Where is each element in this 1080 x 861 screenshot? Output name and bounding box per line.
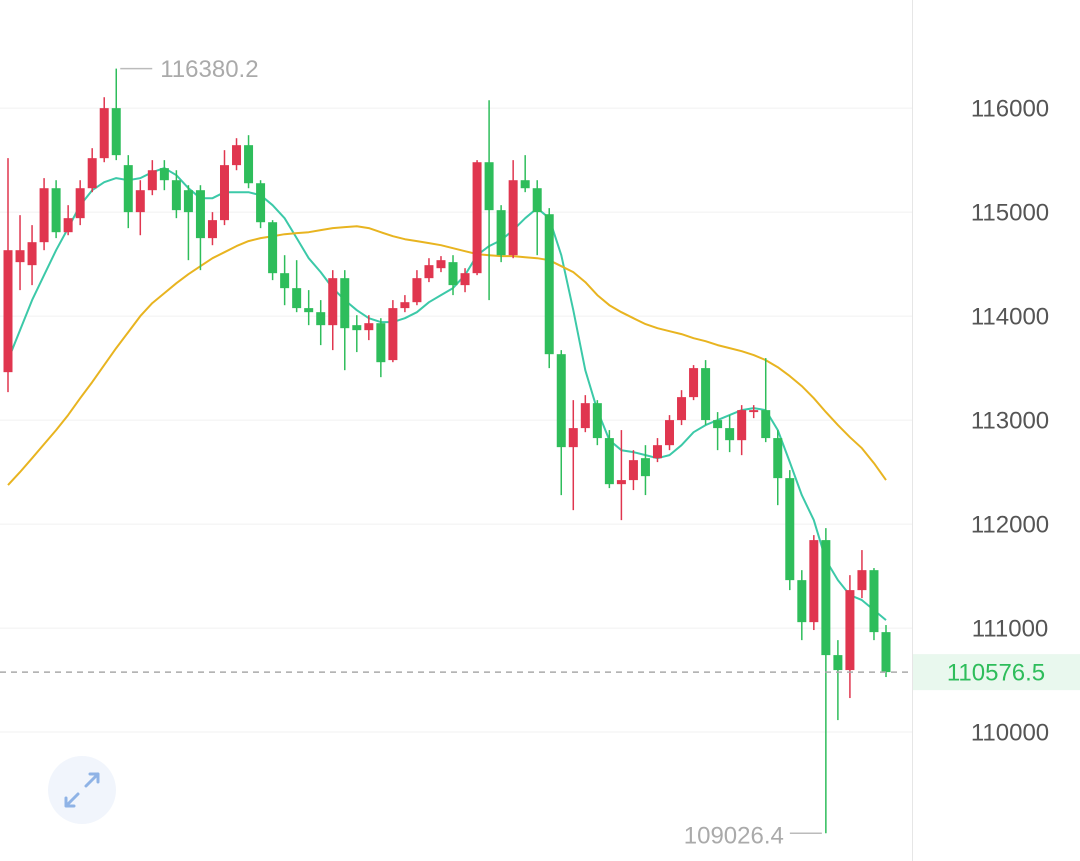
candle-body xyxy=(280,273,290,289)
candle-body xyxy=(232,145,242,166)
candle-body xyxy=(749,410,759,413)
candle-body xyxy=(147,170,157,191)
y-tick-label: 110000 xyxy=(971,719,1049,746)
candle-body xyxy=(292,288,302,309)
y-tick-label: 116000 xyxy=(971,95,1049,122)
candle-body xyxy=(616,480,626,485)
candle-body xyxy=(388,308,398,361)
candle-body xyxy=(183,190,193,213)
candle-body xyxy=(400,302,410,309)
candle-body xyxy=(689,368,699,398)
annotations: 116380.2 109026.4 110576.5 xyxy=(0,56,1080,850)
candle-body xyxy=(195,190,205,239)
y-tick-label: 112000 xyxy=(971,511,1049,538)
moving-averages xyxy=(7,167,887,621)
candle-body xyxy=(604,438,614,485)
expand-button[interactable] xyxy=(48,756,116,824)
candle-body xyxy=(75,188,85,219)
candle-body xyxy=(592,403,602,439)
candle-body xyxy=(268,222,278,274)
candle-body xyxy=(51,188,61,233)
high-label: 116380.2 xyxy=(160,56,258,83)
candle-body xyxy=(135,190,145,213)
grid: 110000 111000 112000 113000 114000 115000 1160… xyxy=(0,95,1049,746)
candle-body xyxy=(761,410,771,439)
candle-body xyxy=(665,420,675,446)
candle-body xyxy=(508,180,518,256)
candle-body xyxy=(857,570,867,591)
candle-body xyxy=(27,242,37,266)
y-tick-label: 113000 xyxy=(971,407,1049,434)
candle-body xyxy=(340,278,350,329)
candle-body xyxy=(652,445,662,459)
candle-body xyxy=(881,632,891,673)
candle-body xyxy=(171,180,181,211)
y-tick-label: 114000 xyxy=(971,303,1049,330)
candle-body xyxy=(568,428,578,448)
candle-body xyxy=(15,250,25,263)
candle-body xyxy=(725,428,735,441)
last-price-label: 110576.5 xyxy=(947,659,1045,686)
candle-body xyxy=(460,273,470,286)
candle-body xyxy=(304,308,314,313)
y-tick-label: 115000 xyxy=(971,199,1049,226)
candle-body xyxy=(640,458,650,477)
candle-body xyxy=(701,368,711,421)
expand-button-bg[interactable] xyxy=(48,756,116,824)
candle-body xyxy=(520,180,530,189)
candle-body xyxy=(63,218,73,233)
candle-body xyxy=(123,165,133,213)
candle-body xyxy=(833,655,843,671)
candle-body xyxy=(797,580,807,623)
candle-body xyxy=(244,145,254,184)
ma-line xyxy=(7,167,887,621)
candle-body xyxy=(111,108,121,156)
candle-body xyxy=(532,188,542,213)
candle-body xyxy=(484,162,494,211)
candle-body xyxy=(737,410,747,441)
candle-body xyxy=(773,438,783,479)
candles xyxy=(3,68,891,834)
candle-body xyxy=(785,478,795,581)
y-tick-label: 111000 xyxy=(972,615,1049,642)
expand-icon[interactable] xyxy=(64,772,100,808)
candle-body xyxy=(677,397,687,421)
candle-body xyxy=(809,540,819,623)
candle-body xyxy=(328,278,338,326)
candle-body xyxy=(496,210,506,256)
candle-body xyxy=(713,420,723,429)
ma-line xyxy=(7,225,887,486)
candle-body xyxy=(412,278,422,303)
candle-body xyxy=(256,183,266,223)
candle-body xyxy=(159,168,169,181)
candle-body xyxy=(376,323,386,363)
last-price-box xyxy=(913,654,1080,691)
candle-body xyxy=(544,214,554,355)
candle-body xyxy=(424,265,434,279)
candle-body xyxy=(39,188,49,243)
candle-body xyxy=(628,460,638,481)
candle-body xyxy=(580,403,590,429)
candle-body xyxy=(352,325,362,331)
candle-body xyxy=(845,590,855,671)
candle-body xyxy=(448,262,458,286)
candle-body xyxy=(869,570,879,633)
candle-body xyxy=(3,250,13,373)
candle-body xyxy=(316,312,326,326)
candle-body xyxy=(99,108,109,159)
candle-body xyxy=(472,162,482,274)
candle-body xyxy=(436,260,446,269)
low-label: 109026.4 xyxy=(684,823,784,850)
candle-body xyxy=(207,220,217,239)
candle-body xyxy=(821,540,831,656)
candle-body xyxy=(87,158,97,189)
candle-body xyxy=(556,354,566,448)
candle-body xyxy=(364,323,374,331)
candle-body xyxy=(219,165,229,221)
